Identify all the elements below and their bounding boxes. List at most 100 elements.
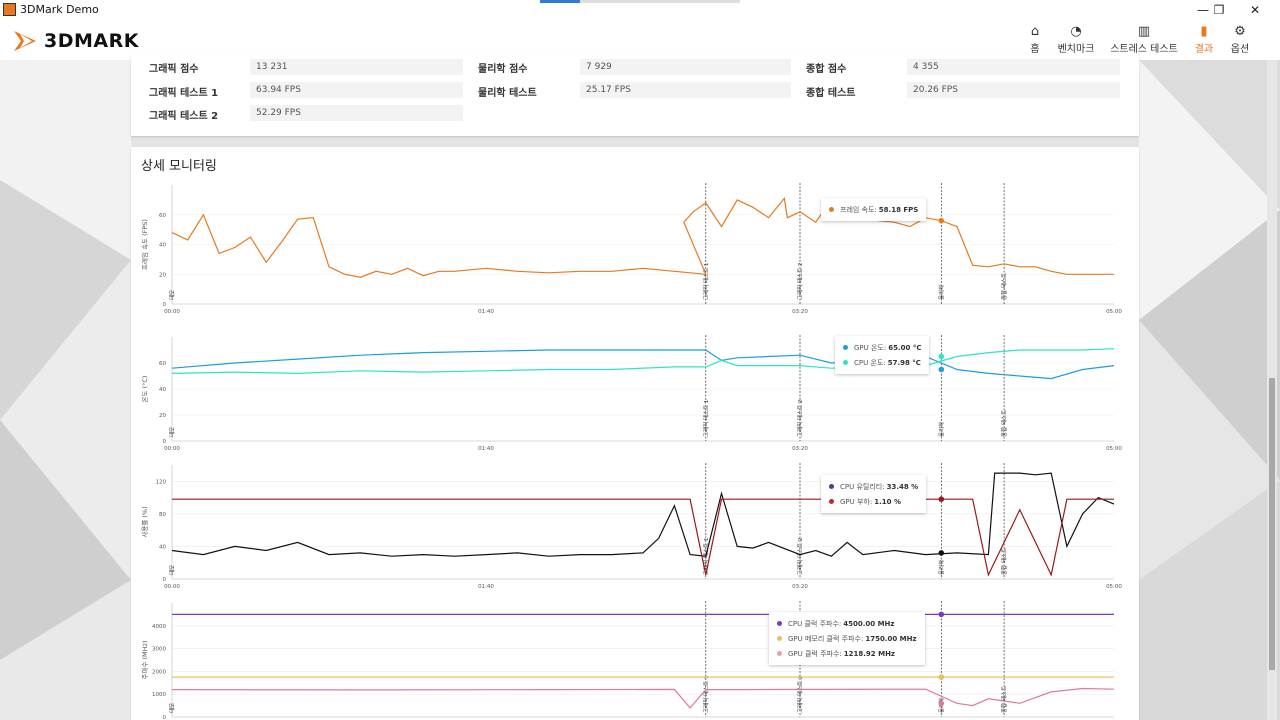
y-tick-label: 40 xyxy=(159,243,166,249)
legend-value: 1750.00 MHz xyxy=(865,634,917,643)
logo-mark-icon xyxy=(12,28,42,54)
test-marker-label: 물리학 xyxy=(937,285,945,300)
legend-label: GPU 부하: xyxy=(840,497,873,506)
graphics-score-label: 그래픽 점수 xyxy=(149,64,199,75)
home-icon: ⌂ xyxy=(1030,24,1040,39)
legend-value: 4500.00 MHz xyxy=(843,619,895,628)
y-tick-label: 60 xyxy=(159,361,166,367)
x-tick-label: 01:40 xyxy=(478,309,494,315)
x-tick-label: 01:40 xyxy=(478,584,494,590)
legend-label: CPU 클럭 주파수: xyxy=(788,619,842,628)
graphics-test1-value: 63.94 FPS xyxy=(250,82,463,98)
series-line xyxy=(171,472,1115,557)
legend-value: 58.18 FPS xyxy=(878,205,919,214)
legend-label: CPU 유틸리티: xyxy=(840,482,885,491)
legend-item: CPU 온도: 57.98 °C xyxy=(843,355,921,370)
x-tick-label: 03:20 xyxy=(792,446,808,452)
legend-dot-icon xyxy=(843,345,848,350)
combined-test-value: 20.26 FPS xyxy=(907,82,1120,98)
legend-value: 65.00 °C xyxy=(888,343,922,352)
frequency-tooltip: CPU 클럭 주파수: 4500.00 MHz GPU 메모리 클럭 주파수: 175… xyxy=(769,612,925,665)
graphics-test2-label: 그래픽 테스트 2 xyxy=(149,111,219,122)
y-tick-label: 40 xyxy=(159,544,166,550)
3dmark-logo[interactable]: 3DMARK xyxy=(12,28,139,54)
x-tick-label: 00:00 xyxy=(164,446,180,452)
monitoring-charts: 0 20 40 60 프레임 속도 (FPS) 00:00 01:40 03:20 05:00 데… xyxy=(140,183,1122,720)
x-tick-label: 05:00 xyxy=(1106,309,1122,315)
test-marker-label: 종합 테스트 xyxy=(1000,410,1008,437)
legend-label: CPU 온도: xyxy=(854,358,886,367)
y-axis-label: 온도 (°C) xyxy=(141,376,149,403)
nav-results[interactable]: ▮ 결과 xyxy=(1192,24,1216,58)
score-summary-panel: 그래픽 점수 13 231 그래픽 테스트 1 63.94 FPS 그래픽 테스… xyxy=(131,54,1139,136)
cursor-point xyxy=(938,496,945,503)
x-tick-label: 00:00 xyxy=(164,584,180,590)
combined-test-label: 종합 테스트 xyxy=(806,88,856,99)
legend-item: GPU 부하: 1.10 % xyxy=(829,494,918,509)
test-marker-label: 종합 테스트 xyxy=(1000,273,1008,300)
test-marker-label: 물리학 xyxy=(937,422,945,437)
test-marker-label: 데모 xyxy=(168,427,176,437)
nav-label: 스트레스 테스트 xyxy=(1110,44,1178,55)
nav-label: 벤치마크 xyxy=(1057,44,1095,55)
cursor-point xyxy=(938,353,945,360)
y-tick-label: 60 xyxy=(159,213,166,219)
y-tick-label: 0 xyxy=(163,439,167,445)
legend-dot-icon xyxy=(777,636,782,641)
legend-dot-icon xyxy=(829,499,834,504)
page-scrollbar[interactable] xyxy=(1267,60,1277,720)
test-marker-label: 그래픽 테스트 1 xyxy=(702,676,710,713)
detailed-monitoring-panel: 상세 모니터링 0 20 40 60 프레임 속도 (FPS) 00:00 01:40 03:… xyxy=(131,147,1139,720)
legend-label: GPU 메모리 클럭 주파수: xyxy=(788,634,864,643)
combined-score-value: 4 355 xyxy=(907,59,1120,75)
legend-item: CPU 클럭 주파수: 4500.00 MHz xyxy=(777,616,917,631)
y-axis-label: 프레임 속도 (FPS) xyxy=(140,219,149,270)
test-marker-label: 데모 xyxy=(168,703,176,713)
monitoring-title: 상세 모니터링 xyxy=(141,159,217,174)
test-marker-label: 종합 테스트 xyxy=(1000,686,1008,713)
x-tick-label: 00:00 xyxy=(164,309,180,315)
nav-benchmark[interactable]: ◔ 벤치마크 xyxy=(1054,24,1098,58)
test-marker-label: 데모 xyxy=(168,565,176,575)
test-marker-label: 그래픽 테스트 2 xyxy=(796,676,804,713)
legend-dot-icon xyxy=(777,621,782,626)
y-axis-label: 사용률 (%) xyxy=(140,506,149,537)
physics-score-label: 물리학 점수 xyxy=(478,64,528,75)
test-marker-label: 그래픽 테스트 2 xyxy=(796,263,804,300)
bar-chart-icon: ▥ xyxy=(1137,24,1151,39)
temperature-tooltip: GPU 온도: 65.00 °C CPU 온도: 57.98 °C xyxy=(835,336,930,374)
close-button[interactable]: ✕ xyxy=(1249,3,1261,17)
y-tick-label: 0 xyxy=(163,302,167,308)
legend-item: 프레임 속도: 58.18 FPS xyxy=(829,202,918,217)
gauge-icon: ◔ xyxy=(1070,24,1082,39)
legend-item: CPU 유틸리티: 33.48 % xyxy=(829,479,918,494)
x-tick-label: 05:00 xyxy=(1106,584,1122,590)
legend-item: GPU 메모리 클럭 주파수: 1750.00 MHz xyxy=(777,631,917,646)
y-tick-label: 20 xyxy=(159,272,166,278)
gear-icon: ⚙ xyxy=(1234,24,1246,39)
nav-stress-test[interactable]: ▥ 스트레스 테스트 xyxy=(1108,24,1180,58)
graphics-test1-label: 그래픽 테스트 1 xyxy=(149,88,219,99)
nav-label: 옵션 xyxy=(1230,44,1250,55)
scrollbar-thumb[interactable] xyxy=(1269,378,1275,670)
nav-options[interactable]: ⚙ 옵션 xyxy=(1228,24,1252,58)
nav-home[interactable]: ⌂ 홈 xyxy=(1024,24,1046,58)
cursor-point xyxy=(938,700,945,707)
legend-dot-icon xyxy=(777,651,782,656)
physics-score-value: 7 929 xyxy=(580,59,791,75)
y-tick-label: 1000 xyxy=(152,692,166,698)
app-header: 3DMARK ⌂ 홈 ◔ 벤치마크 ▥ 스트레스 테스트 ▮ 결과 ⚙ 옵션 xyxy=(0,20,1280,60)
restore-button[interactable]: ❐ xyxy=(1213,3,1225,17)
minimize-button[interactable]: — xyxy=(1197,3,1209,17)
legend-dot-icon xyxy=(843,360,848,365)
series-line xyxy=(171,348,1115,375)
cursor-point xyxy=(938,550,945,556)
title-progress xyxy=(540,0,740,3)
physics-test-label: 물리학 테스트 xyxy=(478,88,537,99)
test-marker-label: 그래픽 테스트 2 xyxy=(796,538,804,575)
series-line xyxy=(171,196,1114,278)
test-marker-label: 물리학 xyxy=(937,560,945,575)
fps-tooltip: 프레임 속도: 58.18 FPS xyxy=(821,198,927,221)
cursor-point xyxy=(938,674,945,680)
y-tick-label: 120 xyxy=(156,479,167,485)
